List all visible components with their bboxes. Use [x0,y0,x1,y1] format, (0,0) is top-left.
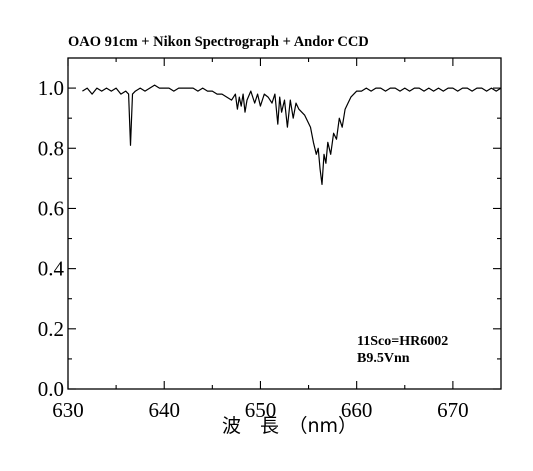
y-tick-label: 0.0 [38,377,64,401]
star-id-annotation: 11Sco=HR6002 [357,334,448,349]
x-tick-label: 640 [148,398,180,422]
y-tick-label: 0.8 [38,136,64,160]
spectral-type-annotation: B9.5Vnn [357,351,410,366]
y-tick-label: 0.4 [38,257,65,281]
x-tick-label: 650 [245,398,277,422]
x-tick-label: 660 [341,398,373,422]
x-axis-title: 波 長 （nm） [222,415,357,437]
x-tick-label: 630 [52,398,84,422]
chart-title: OAO 91cm + Nikon Spectrograph + Andor CC… [68,34,369,50]
spectrum-line [82,84,502,185]
plot-frame [67,57,502,390]
y-tick-label: 0.6 [38,196,64,220]
y-tick-label: 1.0 [38,76,64,100]
x-tick-label: 670 [437,398,469,422]
y-tick-label: 0.2 [38,317,64,341]
